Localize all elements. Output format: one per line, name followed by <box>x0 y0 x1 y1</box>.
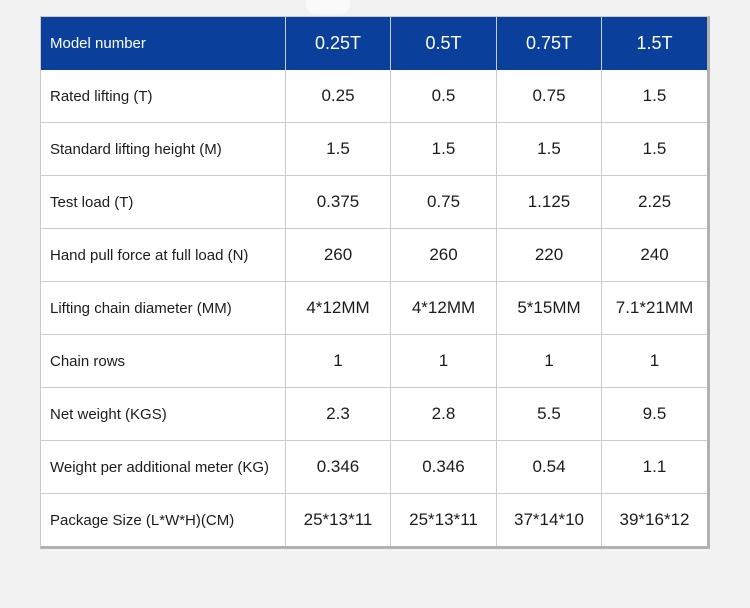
row-label: Standard lifting height (M) <box>41 123 286 175</box>
row-value: 1 <box>497 335 602 387</box>
cropped-image-artifact <box>306 0 350 14</box>
row-value: 0.54 <box>497 441 602 493</box>
row-value: 240 <box>640 245 669 264</box>
spec-table: Model number 0.25T 0.5T 0.75T 1.5T Rated lift… <box>40 16 710 549</box>
row-value: 1.5 <box>497 123 602 175</box>
table-row: Standard lifting height (M) 1.5 1.5 1.5 1.5 <box>41 123 707 176</box>
row-value: 25*13*11 <box>286 494 391 546</box>
table-row: Package Size (L*W*H)(CM) 25*13*11 25*13*11… <box>41 494 707 546</box>
row-label: Package Size (L*W*H)(CM) <box>41 494 286 546</box>
row-value: 25*13*11 <box>391 494 497 546</box>
row-value: 1 <box>649 351 660 370</box>
row-value: 5.5 <box>497 388 602 440</box>
row-label: Weight per additional meter (KG) <box>41 441 286 493</box>
row-value: 0.5 <box>391 70 497 122</box>
row-value: 1.1 <box>642 457 667 476</box>
header-cell-model: 0.25T <box>286 17 391 70</box>
row-value: 4*12MM <box>391 282 497 334</box>
row-value: 0.375 <box>286 176 391 228</box>
table-row: Lifting chain diameter (MM) 4*12MM 4*12MM 5… <box>41 282 707 335</box>
row-value: 1.5 <box>391 123 497 175</box>
table-row: Weight per additional meter (KG) 0.346 0.3… <box>41 441 707 494</box>
row-value: 1 <box>391 335 497 387</box>
header-cell-model: 0.75T <box>497 17 602 70</box>
row-value: 0.75 <box>391 176 497 228</box>
header-cell-model: 1.5T <box>636 33 673 53</box>
row-value: 1.5 <box>642 86 667 105</box>
table-row: Test load (T) 0.375 0.75 1.125 2.25 <box>41 176 707 229</box>
row-value: 2.3 <box>286 388 391 440</box>
row-value: 1.5 <box>286 123 391 175</box>
row-value: 7.1*21MM <box>615 298 694 317</box>
row-value: 260 <box>391 229 497 281</box>
row-value: 220 <box>497 229 602 281</box>
row-value: 2.25 <box>637 192 672 211</box>
row-value: 2.8 <box>391 388 497 440</box>
row-value: 5*15MM <box>497 282 602 334</box>
table-header-row: Model number 0.25T 0.5T 0.75T 1.5T <box>41 17 707 70</box>
row-value: 1.125 <box>497 176 602 228</box>
row-label: Test load (T) <box>41 176 286 228</box>
row-label: Lifting chain diameter (MM) <box>41 282 286 334</box>
row-value: 0.346 <box>286 441 391 493</box>
row-label: Hand pull force at full load (N) <box>41 229 286 281</box>
row-label: Rated lifting (T) <box>41 70 286 122</box>
row-value: 39*16*12 <box>619 510 690 529</box>
row-value: 1.5 <box>642 139 667 158</box>
row-value: 37*14*10 <box>497 494 602 546</box>
row-value: 0.346 <box>391 441 497 493</box>
header-cell-model-number: Model number <box>41 17 286 70</box>
row-value: 1 <box>286 335 391 387</box>
row-value: 0.75 <box>497 70 602 122</box>
table-row: Hand pull force at full load (N) 260 260 22… <box>41 229 707 282</box>
row-label: Chain rows <box>41 335 286 387</box>
row-value: 0.25 <box>286 70 391 122</box>
row-value: 9.5 <box>642 404 667 423</box>
header-cell-model: 0.5T <box>391 17 497 70</box>
row-value: 260 <box>286 229 391 281</box>
row-value: 4*12MM <box>286 282 391 334</box>
table-row: Rated lifting (T) 0.25 0.5 0.75 1.5 <box>41 70 707 123</box>
row-label: Net weight (KGS) <box>41 388 286 440</box>
table-row: Chain rows 1 1 1 1 <box>41 335 707 388</box>
table-row: Net weight (KGS) 2.3 2.8 5.5 9.5 <box>41 388 707 441</box>
